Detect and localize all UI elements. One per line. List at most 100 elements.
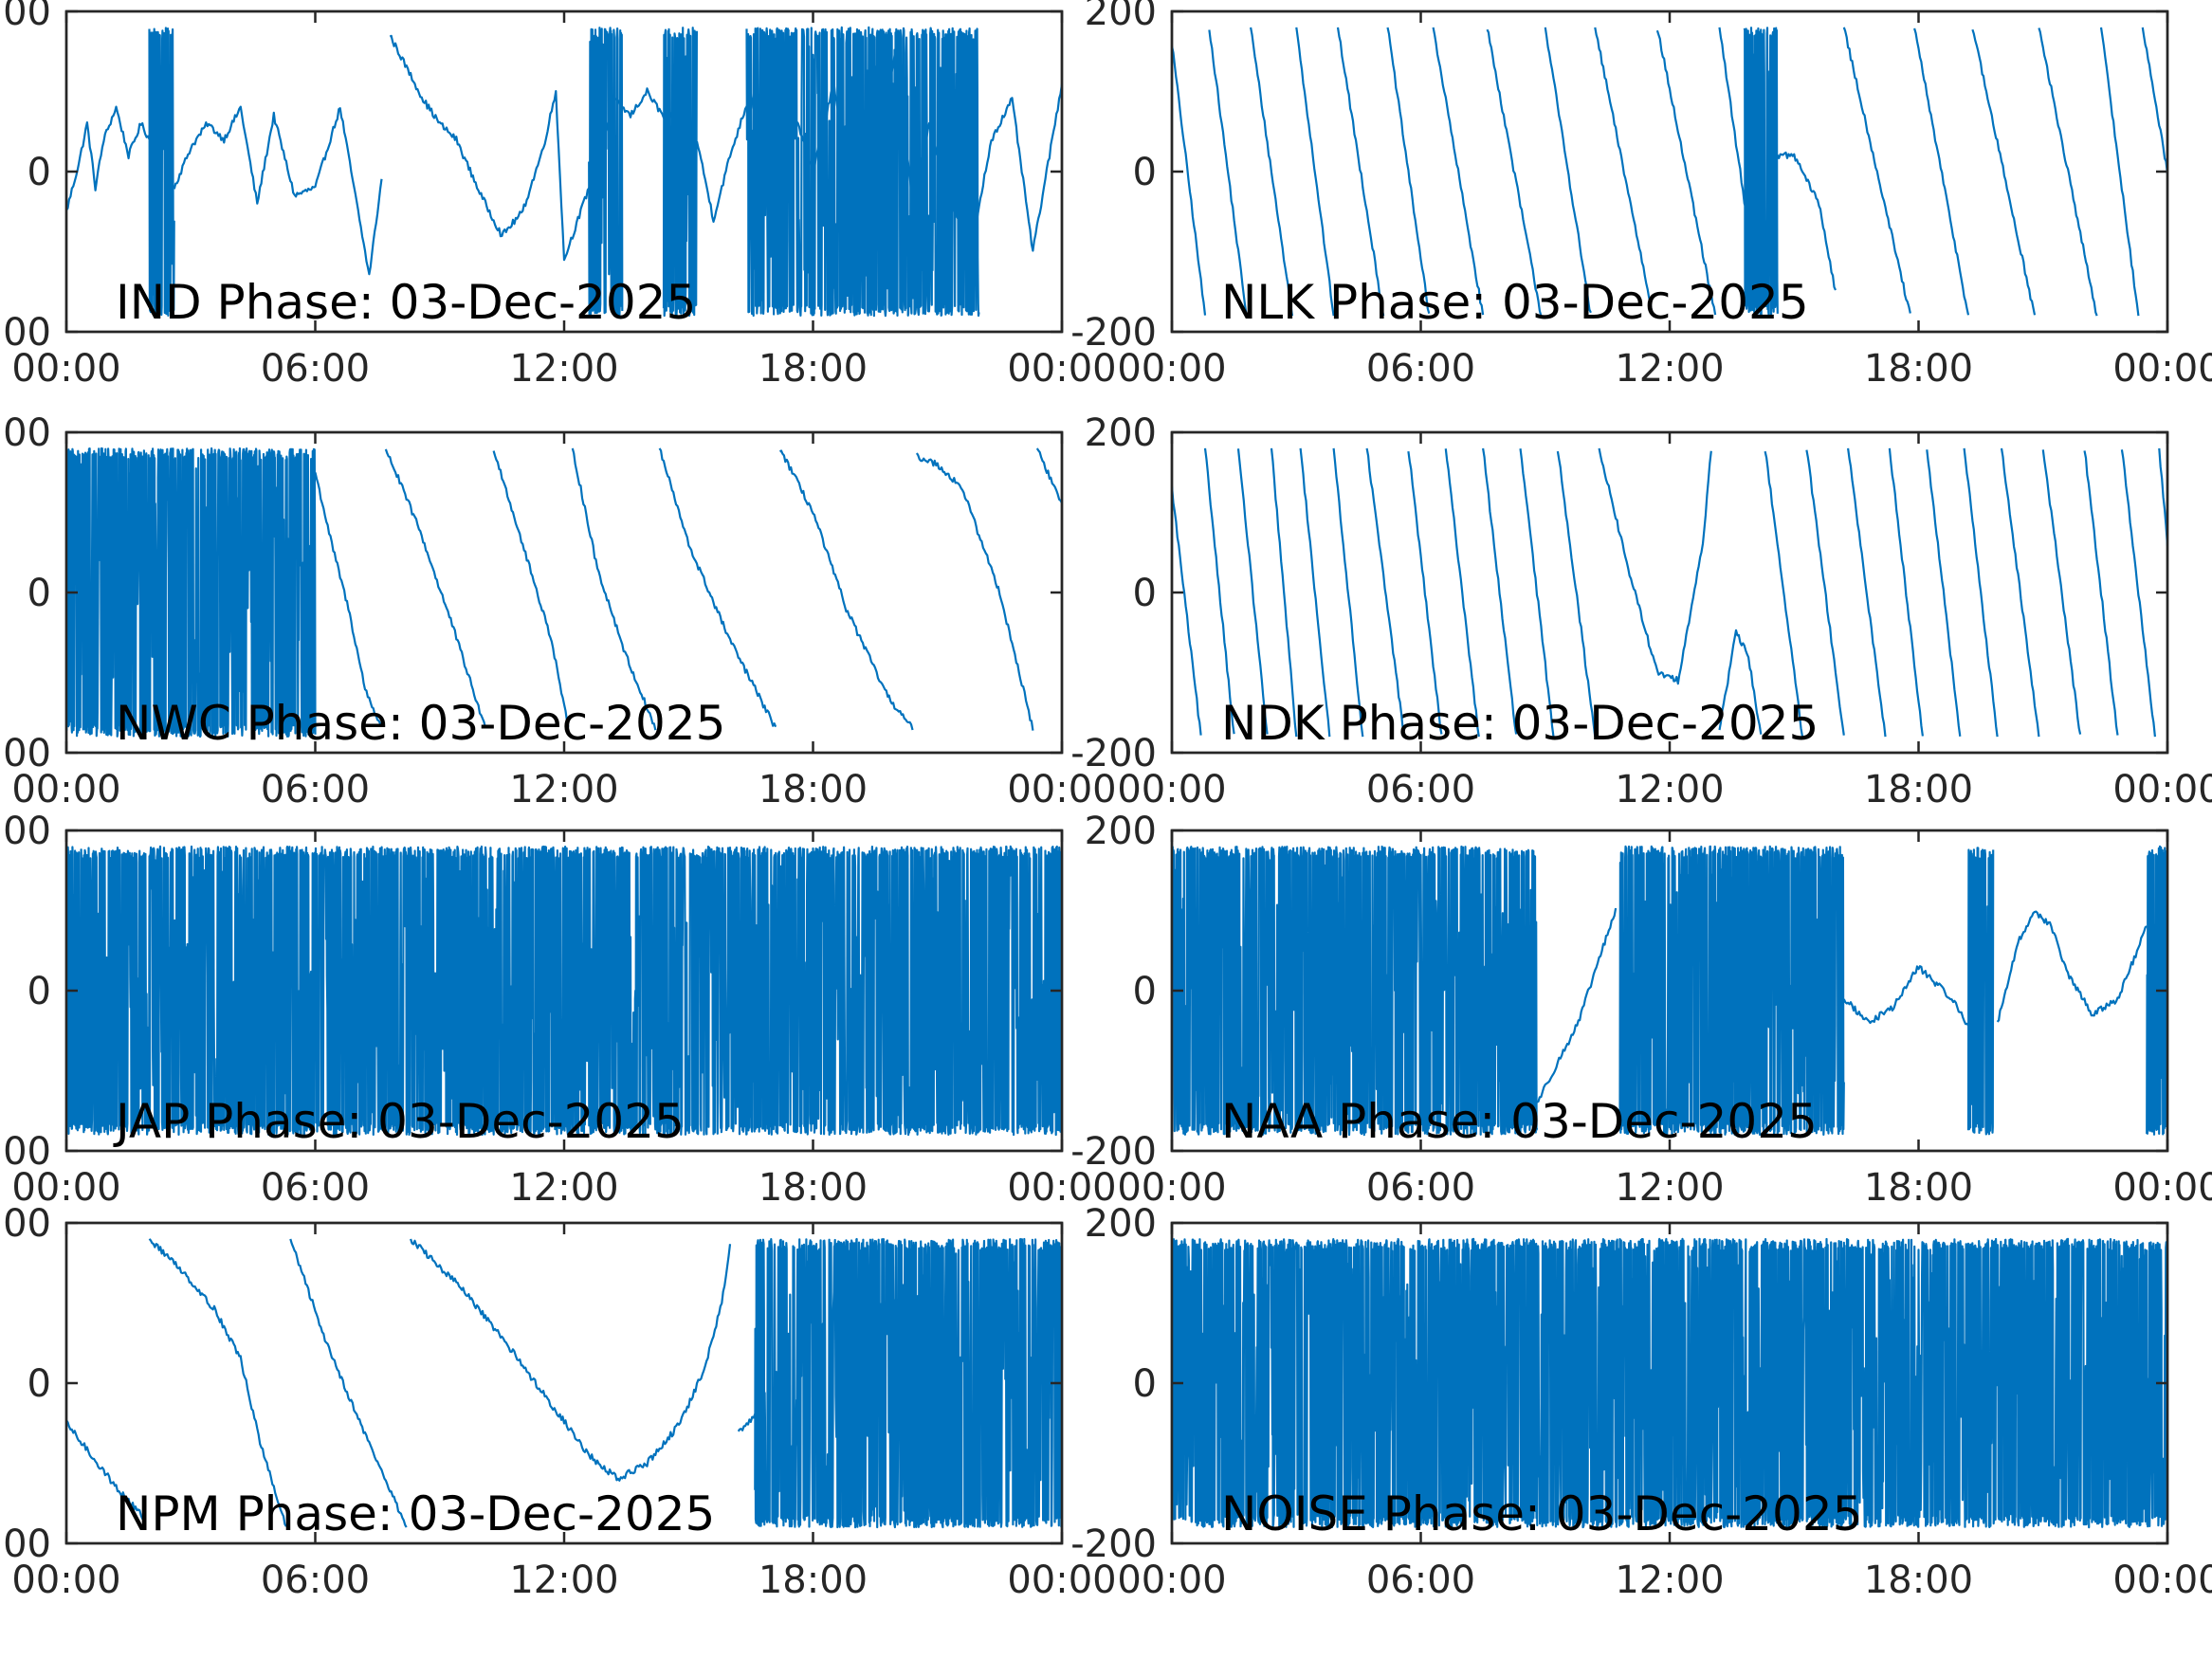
trace-segment (289, 1238, 408, 1528)
x-tick-label: 00:00 (1117, 768, 1226, 811)
x-tick-label: 12:00 (1615, 1559, 1724, 1602)
y-tick-label: -200 (1070, 1130, 1157, 1174)
trace-segment (779, 449, 914, 731)
y-tick-label: -200 (0, 311, 51, 355)
trace-segment (1913, 27, 1970, 316)
trace-segment (1536, 907, 1618, 1103)
trace-segment (1768, 151, 1837, 291)
x-tick-label: 12:00 (509, 768, 618, 811)
panel-ndk: 00:00 06:00 12:00 18:00 00:00 200 0 -200 NDK Pha… (1070, 411, 2212, 811)
trace-segment (1486, 28, 1543, 317)
trace-dense (754, 1237, 1062, 1529)
trace-dense (1172, 1237, 2167, 1529)
trace-dense (1743, 27, 1779, 317)
x-tick-label: 18:00 (1864, 347, 1973, 391)
x-tick-label: 18:00 (1864, 1166, 1973, 1210)
trace-dense (1172, 845, 1539, 1137)
x-tick-label: 18:00 (1864, 768, 1973, 811)
trace-segment (1250, 27, 1293, 317)
traces-ndk (1172, 447, 2167, 738)
trace-segment (1270, 447, 1298, 738)
x-tick-label: 12:00 (1615, 1166, 1724, 1210)
x-tick-label: 12:00 (509, 1559, 618, 1602)
trace-segment (737, 1413, 757, 1432)
panel-npm: 00:00 06:00 12:00 18:00 00:00 200 0 -200 NPM Pha… (0, 1202, 1117, 1602)
y-tick-label: -200 (0, 1522, 51, 1566)
trace-segment (1172, 485, 1202, 736)
y-tick-label: 200 (1085, 1202, 1157, 1246)
x-tick-label: 00:00 (11, 347, 120, 391)
panel-title-noise: NOISE Phase: 03-Dec-2025 (1221, 1486, 1862, 1541)
trace-segment (658, 447, 777, 728)
trace-segment (389, 34, 690, 262)
x-tick-label: 18:00 (759, 1559, 868, 1602)
trace-segment (1519, 448, 1555, 738)
panel-title-nwc: NWC Phase: 03-Dec-2025 (116, 696, 725, 751)
panel-title-ndk: NDK Phase: 03-Dec-2025 (1221, 696, 1819, 751)
trace-segment (2158, 447, 2167, 547)
x-tick-label: 06:00 (1366, 1559, 1475, 1602)
trace-segment (1035, 447, 1062, 504)
trace-segment (1172, 46, 1207, 316)
panel-ind: 00:00 06:00 12:00 18:00 00:00 200 0 -200 IND Pha… (0, 0, 1117, 391)
x-tick-label: 12:00 (1615, 347, 1724, 391)
x-tick-label: 00:00 (1007, 1559, 1116, 1602)
trace-segment (1764, 450, 1804, 738)
trace-segment (2141, 27, 2167, 175)
trace-dense (2146, 845, 2167, 1136)
trace-segment (571, 447, 657, 731)
x-tick-label: 00:00 (1117, 347, 1226, 391)
trace-dense (66, 845, 1062, 1137)
x-tick-label: 00:00 (1117, 1559, 1226, 1602)
trace-segment (2099, 27, 2140, 317)
trace-segment (2041, 449, 2082, 735)
y-tick-label: 0 (1133, 1362, 1157, 1406)
trace-segment (2120, 449, 2156, 738)
trace-segment (1598, 447, 1712, 685)
trace-segment (1718, 629, 1763, 735)
x-tick-label: 06:00 (261, 347, 370, 391)
trace-segment (173, 105, 383, 276)
y-tick-label: 0 (1133, 572, 1157, 615)
panel-title-jap: JAP Phase: 03-Dec-2025 (113, 1094, 685, 1149)
x-tick-label: 00:00 (1117, 1166, 1226, 1210)
trace-dense (1618, 845, 1845, 1137)
trace-segment (1203, 447, 1235, 735)
trace-segment (1842, 27, 1911, 314)
y-tick-label: 200 (0, 411, 51, 455)
trace-segment (1432, 27, 1485, 316)
panel-title-naa: NAA Phase: 03-Dec-2025 (1221, 1094, 1818, 1149)
trace-segment (1365, 447, 1406, 738)
trace-segment (1295, 27, 1335, 317)
trace-segment (410, 1238, 732, 1482)
y-tick-label: -200 (1070, 1522, 1157, 1566)
trace-segment (1926, 449, 1962, 737)
y-tick-label: 0 (27, 1362, 51, 1406)
panel-nlk: 00:00 06:00 12:00 18:00 00:00 200 0 -200 NLK Pha… (1070, 0, 2212, 391)
y-tick-label: 200 (0, 810, 51, 853)
y-tick-label: 200 (1085, 810, 1157, 853)
y-tick-label: 0 (27, 970, 51, 1013)
trace-segment (1805, 449, 1845, 736)
traces-ind (66, 26, 1062, 318)
trace-segment (66, 105, 151, 211)
y-tick-label: 200 (0, 0, 51, 34)
trace-dense (66, 447, 317, 738)
x-tick-label: 12:00 (509, 347, 618, 391)
trace-segment (1332, 447, 1364, 738)
y-tick-label: -200 (0, 732, 51, 775)
x-tick-label: 06:00 (261, 768, 370, 811)
trace-segment (1299, 447, 1331, 738)
trace-segment (1444, 448, 1480, 738)
y-tick-label: -200 (0, 1130, 51, 1174)
trace-segment (1556, 450, 1597, 738)
y-tick-label: 0 (1133, 970, 1157, 1013)
x-tick-label: 00:00 (2112, 768, 2212, 811)
trace-dense (662, 27, 698, 318)
x-tick-label: 18:00 (759, 347, 868, 391)
panel-naa: 00:00 06:00 12:00 18:00 00:00 200 0 -200 NAA Pha… (1070, 810, 2212, 1210)
y-tick-label: 200 (0, 1202, 51, 1246)
x-tick-label: 00:00 (2112, 1559, 2212, 1602)
